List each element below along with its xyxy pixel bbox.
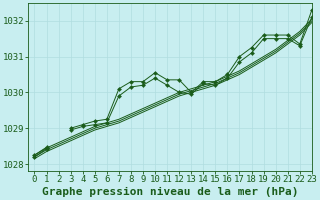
X-axis label: Graphe pression niveau de la mer (hPa): Graphe pression niveau de la mer (hPa) — [42, 187, 298, 197]
